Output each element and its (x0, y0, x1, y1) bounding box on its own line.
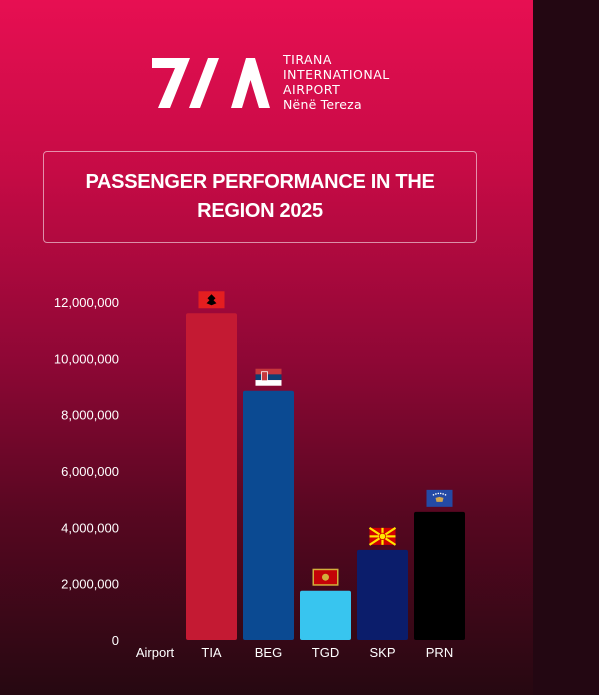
albania-flag-icon (198, 291, 225, 309)
kosovo-flag-icon (426, 489, 453, 507)
logo-line-4: Nënë Tereza (283, 97, 362, 112)
x-tick-label: PRN (426, 645, 453, 660)
bar-skp (357, 549, 408, 640)
x-tick-label: TGD (312, 645, 339, 660)
logo-line-3: AIRPORT (283, 82, 341, 97)
chart-title-box: PASSENGER PERFORMANCE IN THE REGION 2025 (43, 151, 477, 243)
serbia-flag-icon (255, 368, 282, 386)
bar-tgd (300, 590, 351, 640)
x-axis-label: Airport (136, 645, 175, 660)
logo-line-1: TIRANA (283, 52, 332, 67)
y-tick-label: 10,000,000 (54, 351, 119, 366)
y-tick-label: 6,000,000 (61, 464, 119, 479)
y-tick-label: 0 (112, 633, 119, 648)
chart-title: PASSENGER PERFORMANCE IN THE REGION 2025 (85, 171, 435, 222)
logo-text: TIRANA INTERNATIONAL AIRPORT Nënë Tereza (283, 52, 390, 112)
side-panel (533, 0, 599, 695)
x-tick-label: BEG (255, 645, 282, 660)
x-tick-label: SKP (369, 645, 395, 660)
montenegro-flag-icon (312, 568, 339, 586)
north-macedonia-flag-icon (368, 526, 397, 546)
y-tick-label: 12,000,000 (54, 295, 119, 310)
logo-line-2: INTERNATIONAL (283, 67, 390, 82)
y-tick-label: 8,000,000 (61, 408, 119, 423)
tia-logo-icon (152, 58, 270, 108)
bar-chart: 0 2,000,000 4,000,000 6,000,000 8,000,000 10,… (54, 291, 465, 660)
y-tick-label: 4,000,000 (61, 520, 119, 535)
x-tick-label: TIA (201, 645, 222, 660)
bar-prn (414, 511, 465, 640)
y-tick-label: 2,000,000 (61, 577, 119, 592)
bar-tia (186, 313, 237, 640)
bar-beg (243, 390, 294, 640)
